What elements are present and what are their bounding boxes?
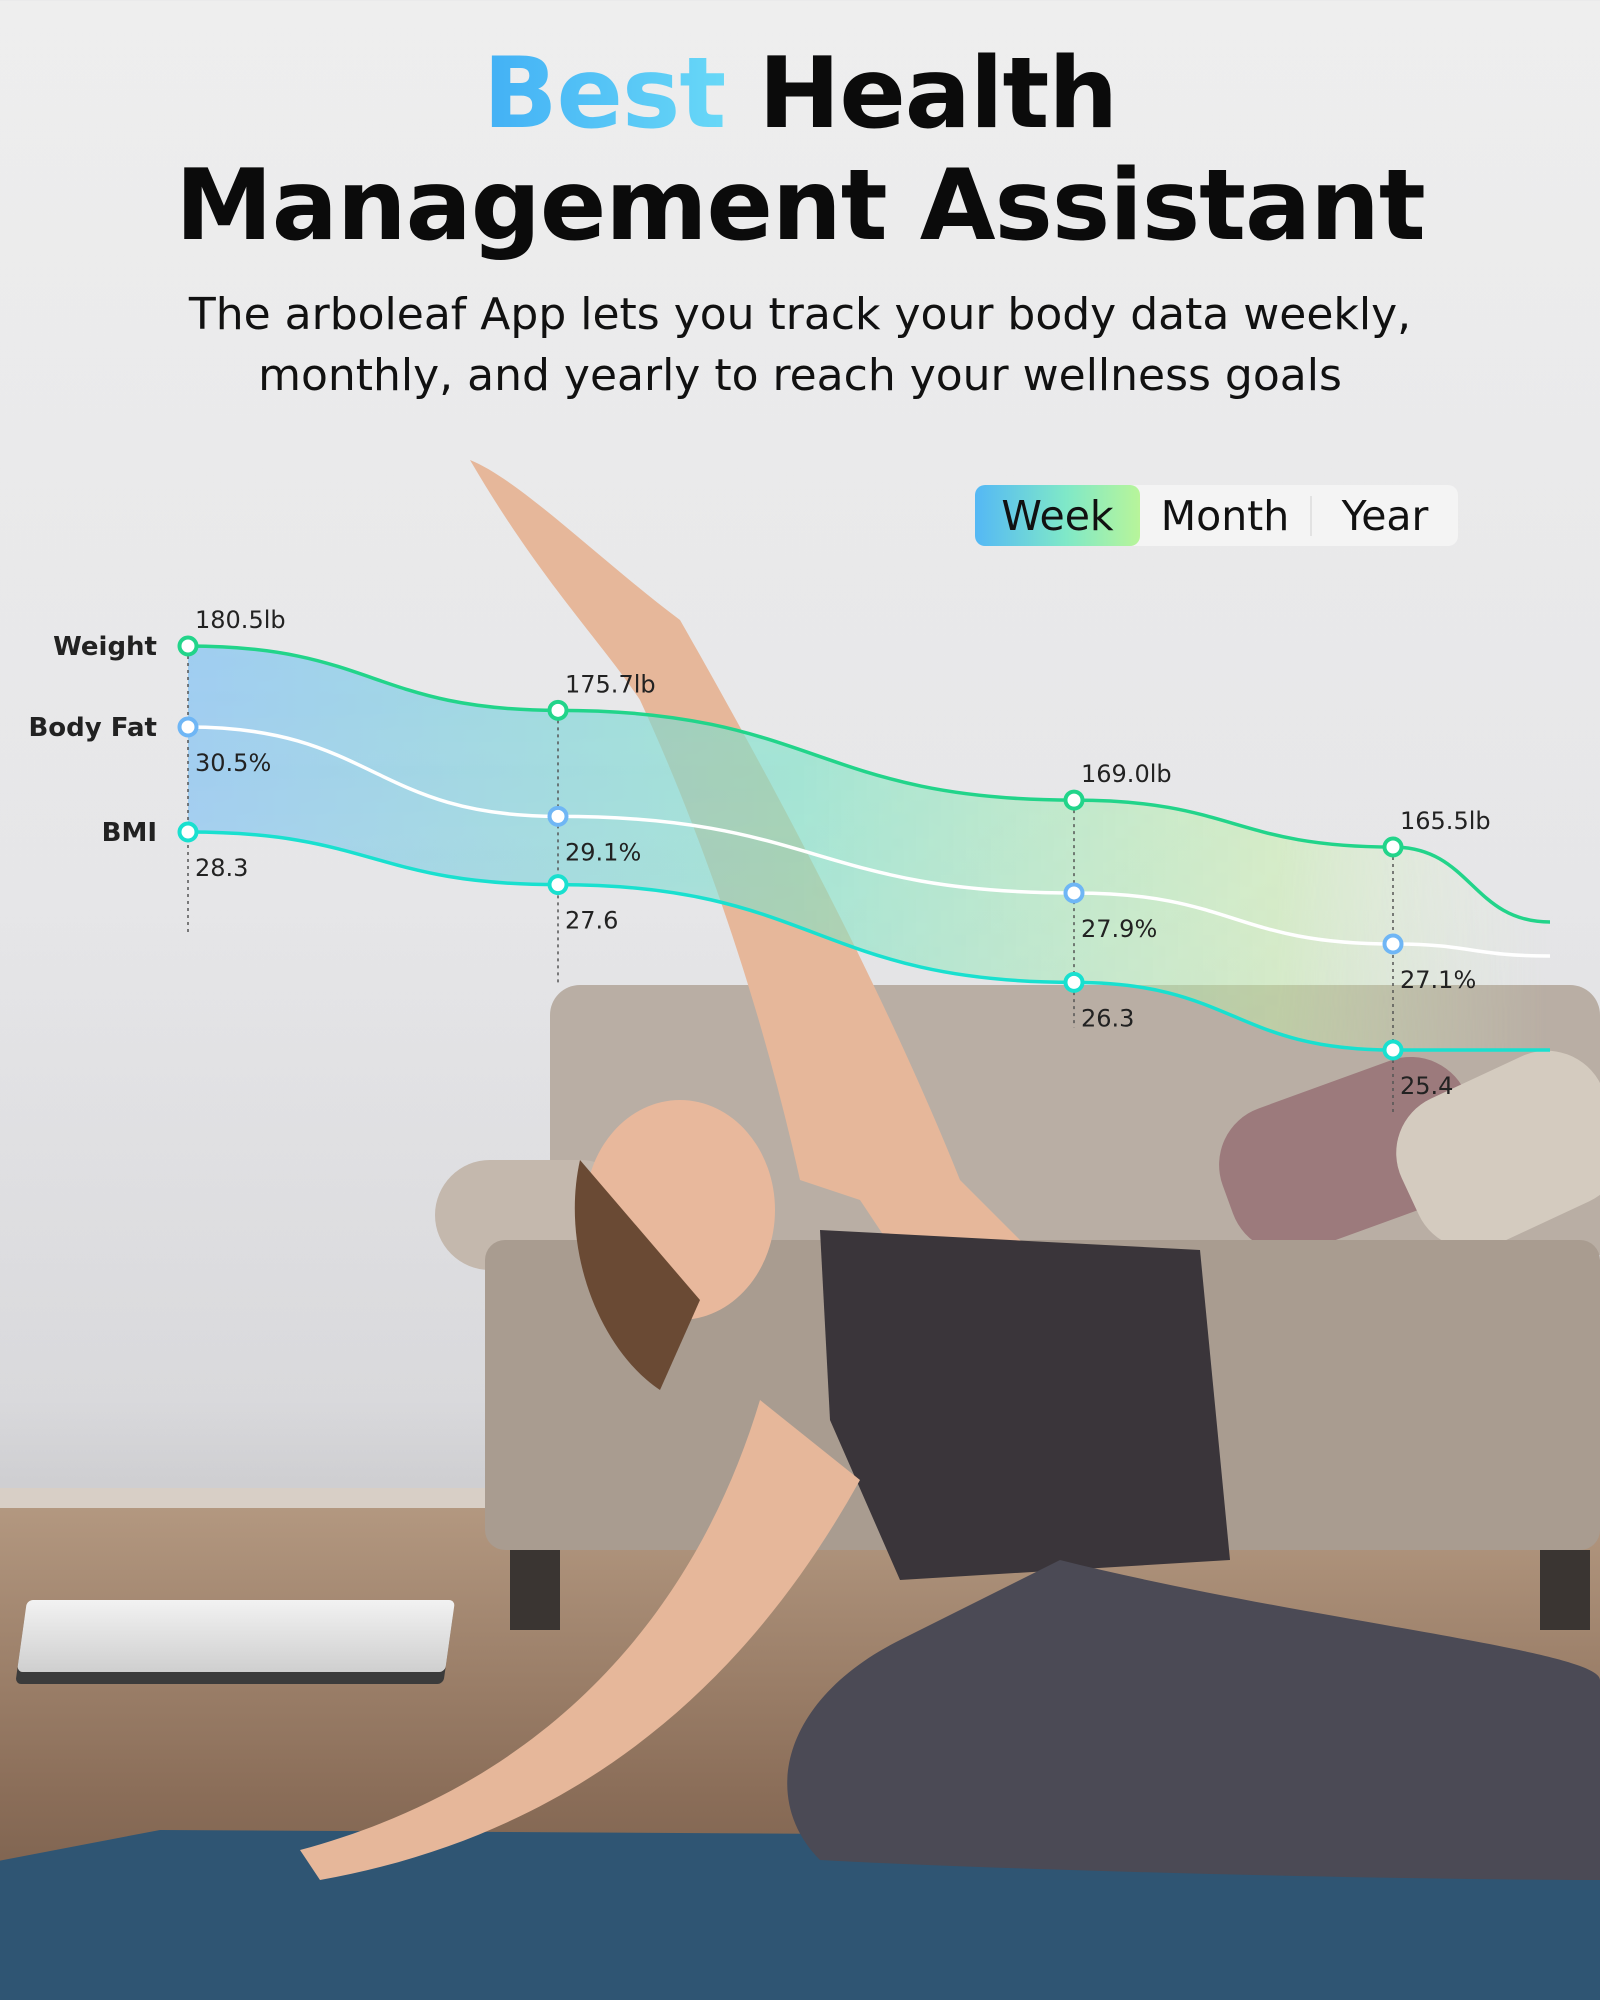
body_fat-value-label: 27.1% xyxy=(1400,966,1476,994)
bmi-point xyxy=(1382,1039,1404,1061)
weight-point xyxy=(177,635,199,657)
body_fat-point xyxy=(177,716,199,738)
bmi-value-label: 26.3 xyxy=(1081,1004,1134,1032)
weight-value-label: 165.5lb xyxy=(1400,807,1491,835)
bmi-value-label: 28.3 xyxy=(195,854,248,882)
area-fill xyxy=(188,646,1550,1050)
body_fat-value-label: 29.1% xyxy=(565,838,641,866)
bmi-point xyxy=(177,821,199,843)
tab-year[interactable]: Year xyxy=(1341,491,1429,540)
headline: Best Health Management Assistant xyxy=(0,38,1600,262)
tab-week[interactable]: Week xyxy=(975,485,1140,546)
weight-point xyxy=(1063,789,1085,811)
weight-series-label: Weight xyxy=(53,632,157,662)
body_fat-series-label: Body Fat xyxy=(28,713,157,743)
body_fat-point xyxy=(1382,933,1404,955)
weight-point xyxy=(547,699,569,721)
weight-value-label: 175.7lb xyxy=(565,670,656,698)
headline-line2: Management Assistant xyxy=(175,149,1426,263)
weight-value-label: 180.5lb xyxy=(195,606,286,634)
sofa-leg xyxy=(510,1550,560,1630)
headline-line1: Health xyxy=(758,37,1118,151)
sofa-leg xyxy=(1540,1550,1590,1630)
bmi-value-label: 25.4 xyxy=(1400,1072,1453,1100)
bmi-point xyxy=(547,874,569,896)
period-tabs: Week Month Year xyxy=(975,485,1458,546)
body_fat-point xyxy=(1063,882,1085,904)
weight-point xyxy=(1382,836,1404,858)
body_fat-point xyxy=(547,805,569,827)
subtitle: The arboleaf App lets you track your bod… xyxy=(0,284,1600,406)
tab-month[interactable]: Month xyxy=(1140,492,1312,540)
headline-accent: Best xyxy=(482,37,726,151)
subtitle-line2: monthly, and yearly to reach your wellne… xyxy=(258,350,1342,401)
subtitle-line1: The arboleaf App lets you track your bod… xyxy=(188,289,1412,340)
bmi-series-label: BMI xyxy=(102,818,157,848)
bmi-value-label: 27.6 xyxy=(565,907,618,935)
weight-line xyxy=(187,644,1551,924)
bmi-point xyxy=(1063,971,1085,993)
body_fat-value-label: 30.5% xyxy=(195,749,271,777)
body_fat-value-label: 27.9% xyxy=(1081,915,1157,943)
weight-value-label: 169.0lb xyxy=(1081,760,1172,788)
